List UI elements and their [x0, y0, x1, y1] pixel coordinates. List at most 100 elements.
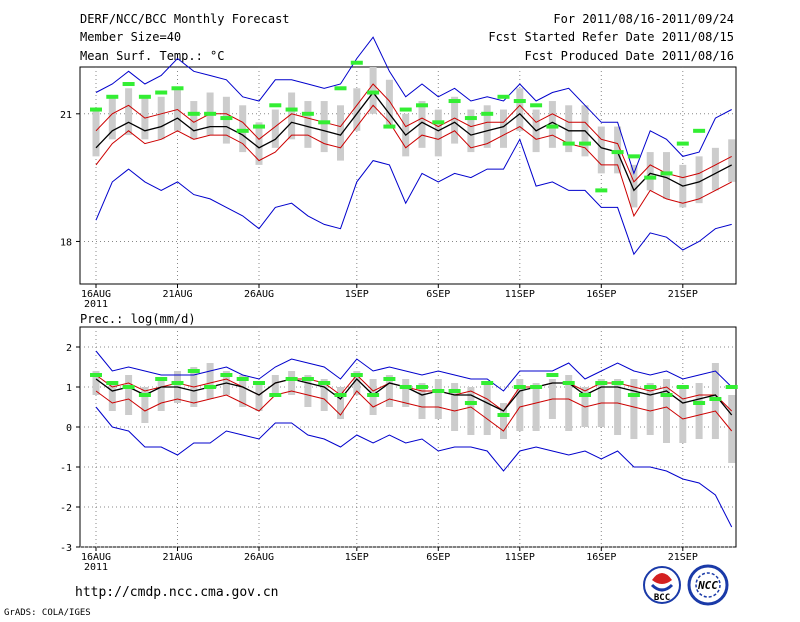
prec-spread-box: [679, 387, 687, 443]
prec-observed-mark: [481, 381, 494, 385]
temp-observed-mark: [383, 124, 396, 129]
prec-observed-mark: [253, 381, 265, 385]
temp-observed-mark: [513, 99, 526, 104]
temp-observed-mark: [693, 128, 706, 133]
prec-observed-mark: [579, 393, 591, 397]
prec-spread-box: [157, 379, 165, 411]
temp-observed-mark: [301, 111, 314, 116]
prec-spread-box: [500, 403, 507, 439]
temp-spread-box: [630, 164, 638, 208]
temp-spread-box: [516, 88, 524, 131]
bcc-logo-text: BCC: [654, 593, 670, 603]
temp-spread-box: [663, 152, 670, 199]
temp-observed-mark: [236, 128, 249, 133]
ncc-logo-ring: [687, 564, 729, 606]
temp-spread-box: [467, 109, 475, 153]
temp-spread-box: [418, 101, 426, 148]
forecast-started-date: Fcst Started Refer Date 2011/08/15: [488, 30, 734, 44]
prec-spread-box: [695, 383, 703, 439]
temp-spread-box: [728, 139, 736, 182]
prec-observed-mark: [611, 381, 624, 385]
prec-max-line: [95, 350, 733, 392]
prec-spread-box: [516, 379, 524, 431]
prec-observed-mark: [187, 369, 200, 373]
prec-observed-mark: [530, 385, 543, 389]
temp-spread-box: [434, 109, 442, 157]
variable-label: Mean Surf. Temp.: °C: [80, 49, 225, 63]
temp-observed-mark: [530, 103, 543, 108]
prec-xtick-label: 21AUG: [162, 552, 192, 563]
source-url[interactable]: http://cmdp.ncc.cma.gov.cn: [75, 585, 279, 600]
temp-observed-mark: [464, 116, 477, 121]
prec-observed-mark: [138, 393, 151, 397]
temp-observed-mark: [171, 86, 184, 91]
prec-observed-mark: [285, 377, 298, 381]
temp-xtick-label: 21SEP: [668, 289, 698, 300]
prec-observed-mark: [90, 373, 102, 377]
temp-spread-box: [451, 96, 459, 144]
prec-observed-mark: [334, 393, 347, 397]
prec-xtick-label: 16AUG: [81, 552, 111, 563]
prec-observed-mark: [399, 385, 412, 389]
temp-observed-mark: [106, 94, 119, 99]
temp-spread-box: [614, 126, 622, 174]
prec-observed-mark: [595, 381, 608, 385]
prec-spread-box: [663, 379, 670, 443]
temp-spread-box: [304, 101, 312, 148]
prec-observed-mark: [546, 373, 559, 377]
prec-spread-box: [337, 387, 344, 419]
prec-spread-box: [483, 383, 491, 435]
prec-spread-box: [418, 383, 426, 419]
prec-observed-mark: [269, 393, 282, 397]
temp-observed-mark: [676, 141, 689, 146]
prec-spread-box: [92, 371, 100, 395]
prec-ytick-label: 2: [66, 343, 72, 354]
prec-spread-box: [434, 379, 442, 419]
prec-spread-box: [288, 371, 296, 395]
prec-observed-mark: [497, 413, 510, 417]
temp-spread-box: [271, 109, 279, 148]
ncc-logo-text: NCC: [697, 579, 718, 592]
prec-spread-box: [320, 379, 328, 411]
temp-observed-mark: [90, 107, 102, 112]
prec-spread-box: [239, 375, 247, 407]
prec-upper-line: [95, 374, 733, 412]
prec-xtick-sublabel: 2011: [84, 562, 108, 573]
temp-spread-box: [597, 126, 605, 174]
prec-observed-mark: [513, 385, 526, 389]
prec-observed-mark: [220, 373, 233, 377]
temp-spread-box: [337, 105, 344, 161]
temp-observed-mark: [546, 124, 559, 129]
temp-spread-box: [190, 101, 198, 140]
temp-spread-box: [353, 88, 361, 131]
temp-spread-box: [548, 101, 556, 148]
prec-observed-mark: [562, 381, 575, 385]
temp-ytick-label: 18: [60, 237, 72, 248]
bcc-logo-swirl-blue: [650, 583, 674, 592]
prec-xtick-label: 21SEP: [668, 552, 698, 563]
prec-observed-mark: [171, 381, 184, 385]
prec-spread-box: [141, 387, 149, 423]
temp-observed-mark: [138, 94, 151, 99]
prec-spread-box: [125, 375, 133, 415]
temp-observed-mark: [595, 188, 608, 193]
temp-observed-mark: [627, 154, 640, 159]
temp-observed-mark: [562, 141, 575, 146]
prec-min-line: [95, 406, 733, 528]
prec-xtick-label: 11SEP: [505, 552, 535, 563]
temp-max-line: [95, 36, 732, 175]
prec-observed-mark: [464, 401, 477, 405]
prec-spread-box: [451, 383, 459, 431]
temp-spread-box: [157, 96, 165, 140]
temp-observed-mark: [155, 90, 168, 95]
prec-spread-box: [467, 387, 475, 435]
prec-ytick-label: -2: [60, 503, 72, 514]
prec-xtick-label: 16SEP: [586, 552, 616, 563]
temp-observed-mark: [220, 116, 233, 121]
temp-observed-mark: [367, 90, 380, 95]
prec-mean-line: [95, 378, 733, 416]
prec-observed-mark: [709, 397, 722, 401]
temp-observed-mark: [644, 175, 657, 180]
prec-spread-box: [108, 383, 116, 411]
temp-observed-mark: [253, 124, 265, 129]
